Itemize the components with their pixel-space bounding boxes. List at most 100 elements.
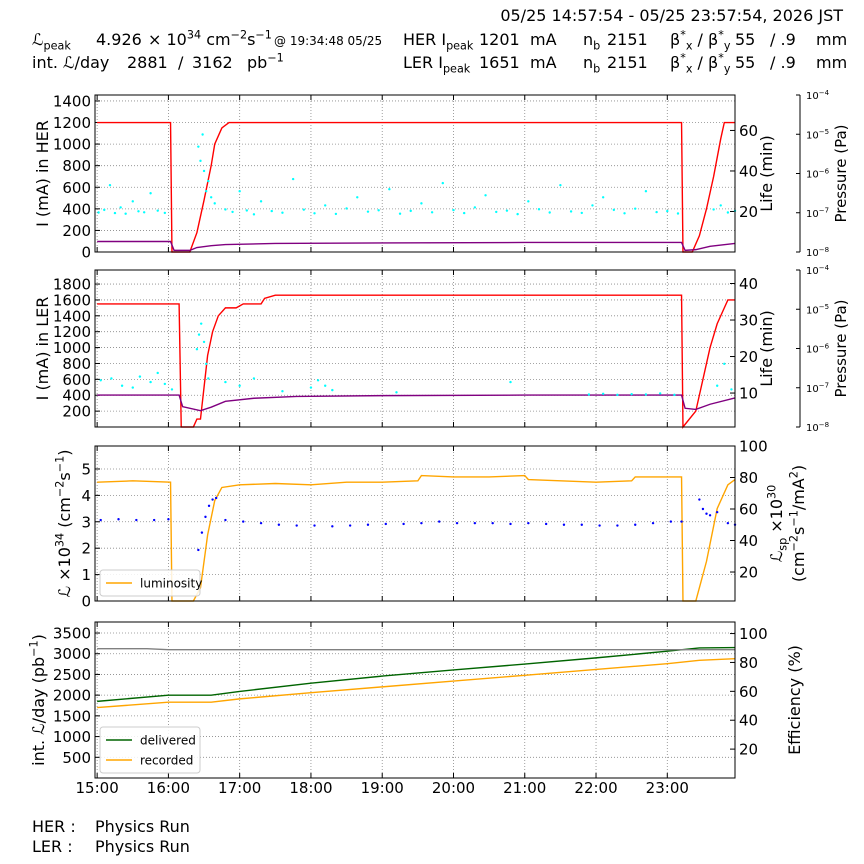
y3-tick-label: 10−6	[806, 342, 830, 355]
data-point	[616, 393, 619, 397]
data-point	[331, 388, 334, 392]
header-item-part: @ 19:34:48 05/25	[274, 34, 382, 48]
data-point	[309, 386, 313, 389]
data-point	[202, 169, 206, 173]
data-point	[598, 524, 601, 527]
header-item: 3162	[192, 53, 233, 72]
data-point	[270, 209, 273, 213]
header-item-part: 1651	[479, 53, 520, 72]
data-point	[124, 212, 127, 215]
data-point	[669, 520, 673, 523]
data-point	[156, 371, 159, 375]
y3-tick-label-part: 10	[806, 170, 819, 181]
data-point	[708, 514, 712, 517]
header-item-part: HER I	[403, 30, 446, 49]
data-point	[384, 522, 387, 526]
y-tick-label: 800	[62, 157, 91, 175]
data-point	[705, 512, 708, 515]
data-point	[559, 183, 562, 187]
plot-frame	[94, 445, 736, 602]
y3-tick-label: 10−8	[806, 421, 829, 434]
data-point	[505, 209, 509, 212]
header-item-part: 1201	[479, 30, 520, 49]
y2-axis-label-part: sp	[776, 538, 789, 551]
y3-tick-label-part: 10	[806, 305, 819, 316]
data-point	[420, 521, 423, 525]
data-point	[199, 159, 202, 163]
data-point	[712, 208, 715, 211]
y3-tick-label-part: 10	[806, 345, 819, 356]
y2-tick-label: 20	[739, 564, 758, 582]
y2-tick-label: 30	[739, 312, 758, 330]
plot-frame	[94, 94, 736, 253]
header-item: 55	[735, 30, 755, 49]
header-item: 2151	[607, 30, 648, 49]
header-item: mA	[530, 53, 557, 72]
y3-tick-label-part: 10	[806, 91, 819, 102]
header-item-part: y	[724, 62, 731, 75]
y-tick-label: 2500	[53, 666, 91, 684]
y-axis-label: int. ℒ/day (pb−1)	[27, 634, 48, 766]
series-line	[97, 294, 735, 429]
x-tick-label: 21:00	[503, 779, 546, 797]
y-axis-label-part: I (mA) in HER	[33, 120, 52, 227]
data-point	[103, 208, 106, 212]
y-tick-label: 600	[62, 179, 91, 197]
header-item-part: 55	[735, 53, 755, 72]
data-point	[324, 384, 327, 387]
series-line	[97, 474, 736, 602]
y-axis-label-part: ℒ ×10	[55, 547, 74, 597]
y2-axis-label-part: )	[789, 465, 808, 471]
data-point	[438, 520, 441, 523]
y3-tick-label-part: −8	[819, 421, 829, 429]
data-point	[120, 384, 124, 387]
data-point	[202, 340, 206, 344]
data-point	[580, 211, 583, 215]
data-point	[484, 194, 487, 197]
header-item: 1651	[479, 53, 520, 72]
data-point	[204, 362, 208, 366]
data-point	[201, 133, 204, 136]
header-item-part: *	[680, 28, 686, 41]
header-item-part: n	[583, 53, 593, 72]
data-point	[156, 209, 159, 212]
data-point	[197, 145, 200, 148]
data-point	[207, 504, 211, 508]
data-point	[356, 196, 359, 199]
data-point	[135, 518, 138, 522]
data-point	[676, 212, 680, 215]
header-item: mm	[816, 53, 847, 72]
data-point	[345, 207, 348, 210]
header-item-part: ℒ	[32, 30, 44, 49]
y2-tick-label: 40	[739, 532, 758, 550]
y2-tick-label: 60	[739, 122, 758, 140]
y-tick-label: 1000	[53, 136, 91, 154]
data-point	[163, 382, 167, 386]
header-item-part: mA	[530, 30, 557, 49]
header-item: β*x / β*y	[670, 51, 731, 75]
data-point	[313, 524, 316, 527]
y3-tick-label-part: −6	[819, 342, 830, 350]
y-tick-label: 1200	[53, 114, 91, 132]
data-point	[569, 210, 573, 213]
y-axis-label-part: int. ℒ/day (pb	[29, 657, 48, 766]
y-axis-label-part: −2	[53, 481, 66, 498]
y3-tick-label: 10−6	[806, 167, 830, 180]
data-point	[544, 522, 548, 526]
data-point	[291, 177, 295, 181]
data-point	[195, 348, 199, 351]
data-point	[634, 523, 637, 526]
y2-tick-label: 80	[739, 469, 758, 487]
data-point	[473, 206, 477, 209]
x-tick-label: 17:00	[218, 779, 261, 797]
y2-tick-label: 20	[739, 741, 758, 759]
y2-axis-label-part: −1	[787, 510, 800, 527]
header-item-part: 3162	[192, 53, 233, 72]
data-point	[527, 200, 530, 203]
data-point	[730, 388, 733, 391]
data-point	[99, 379, 102, 382]
data-point	[420, 202, 423, 205]
y-axis-label-part: I (mA) in LER	[33, 297, 52, 401]
data-point	[680, 520, 683, 523]
header-item-part: peak	[446, 39, 474, 52]
